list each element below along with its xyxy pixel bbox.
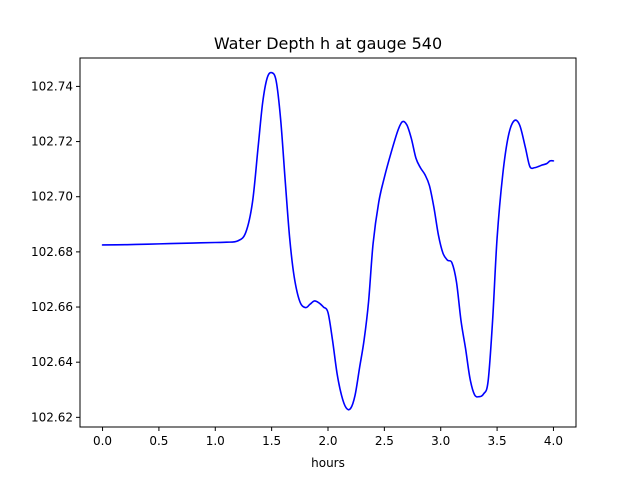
plot-frame xyxy=(79,57,577,428)
series-layer xyxy=(101,71,555,411)
series-line-0 xyxy=(101,71,555,411)
x-tick-label: 2.0 xyxy=(318,434,337,448)
y-tick-label: 102.74 xyxy=(31,79,73,93)
y-tick-label: 102.64 xyxy=(31,355,73,369)
x-tick-label: 4.0 xyxy=(544,434,563,448)
chart-title: Water Depth h at gauge 540 xyxy=(214,34,442,53)
x-tick-label: 0.0 xyxy=(93,434,112,448)
y-tick-label: 102.66 xyxy=(31,300,73,314)
y-axis: 102.62 102.64 102.66 102.68 102.70 102.72 102.… xyxy=(31,79,80,424)
x-tick-label: 3.0 xyxy=(431,434,450,448)
x-tick-label: 1.5 xyxy=(262,434,281,448)
x-tick-label: 0.5 xyxy=(149,434,168,448)
x-axis-label: hours xyxy=(311,456,345,470)
y-tick-label: 102.68 xyxy=(31,245,73,259)
x-tick-label: 1.0 xyxy=(206,434,225,448)
x-tick-label: 3.5 xyxy=(488,434,507,448)
y-tick-label: 102.70 xyxy=(31,190,73,204)
y-tick-label: 102.62 xyxy=(31,410,73,424)
y-tick-label: 102.72 xyxy=(31,135,73,149)
x-axis: 0.0 0.5 1.0 1.5 2.0 2.5 3.0 3.5 4.0 xyxy=(93,427,563,448)
x-tick-label: 2.5 xyxy=(375,434,394,448)
plot-area: 0.0 0.5 1.0 1.5 2.0 2.5 3.0 3.5 4.0 102.62 102.64… xyxy=(31,57,577,448)
